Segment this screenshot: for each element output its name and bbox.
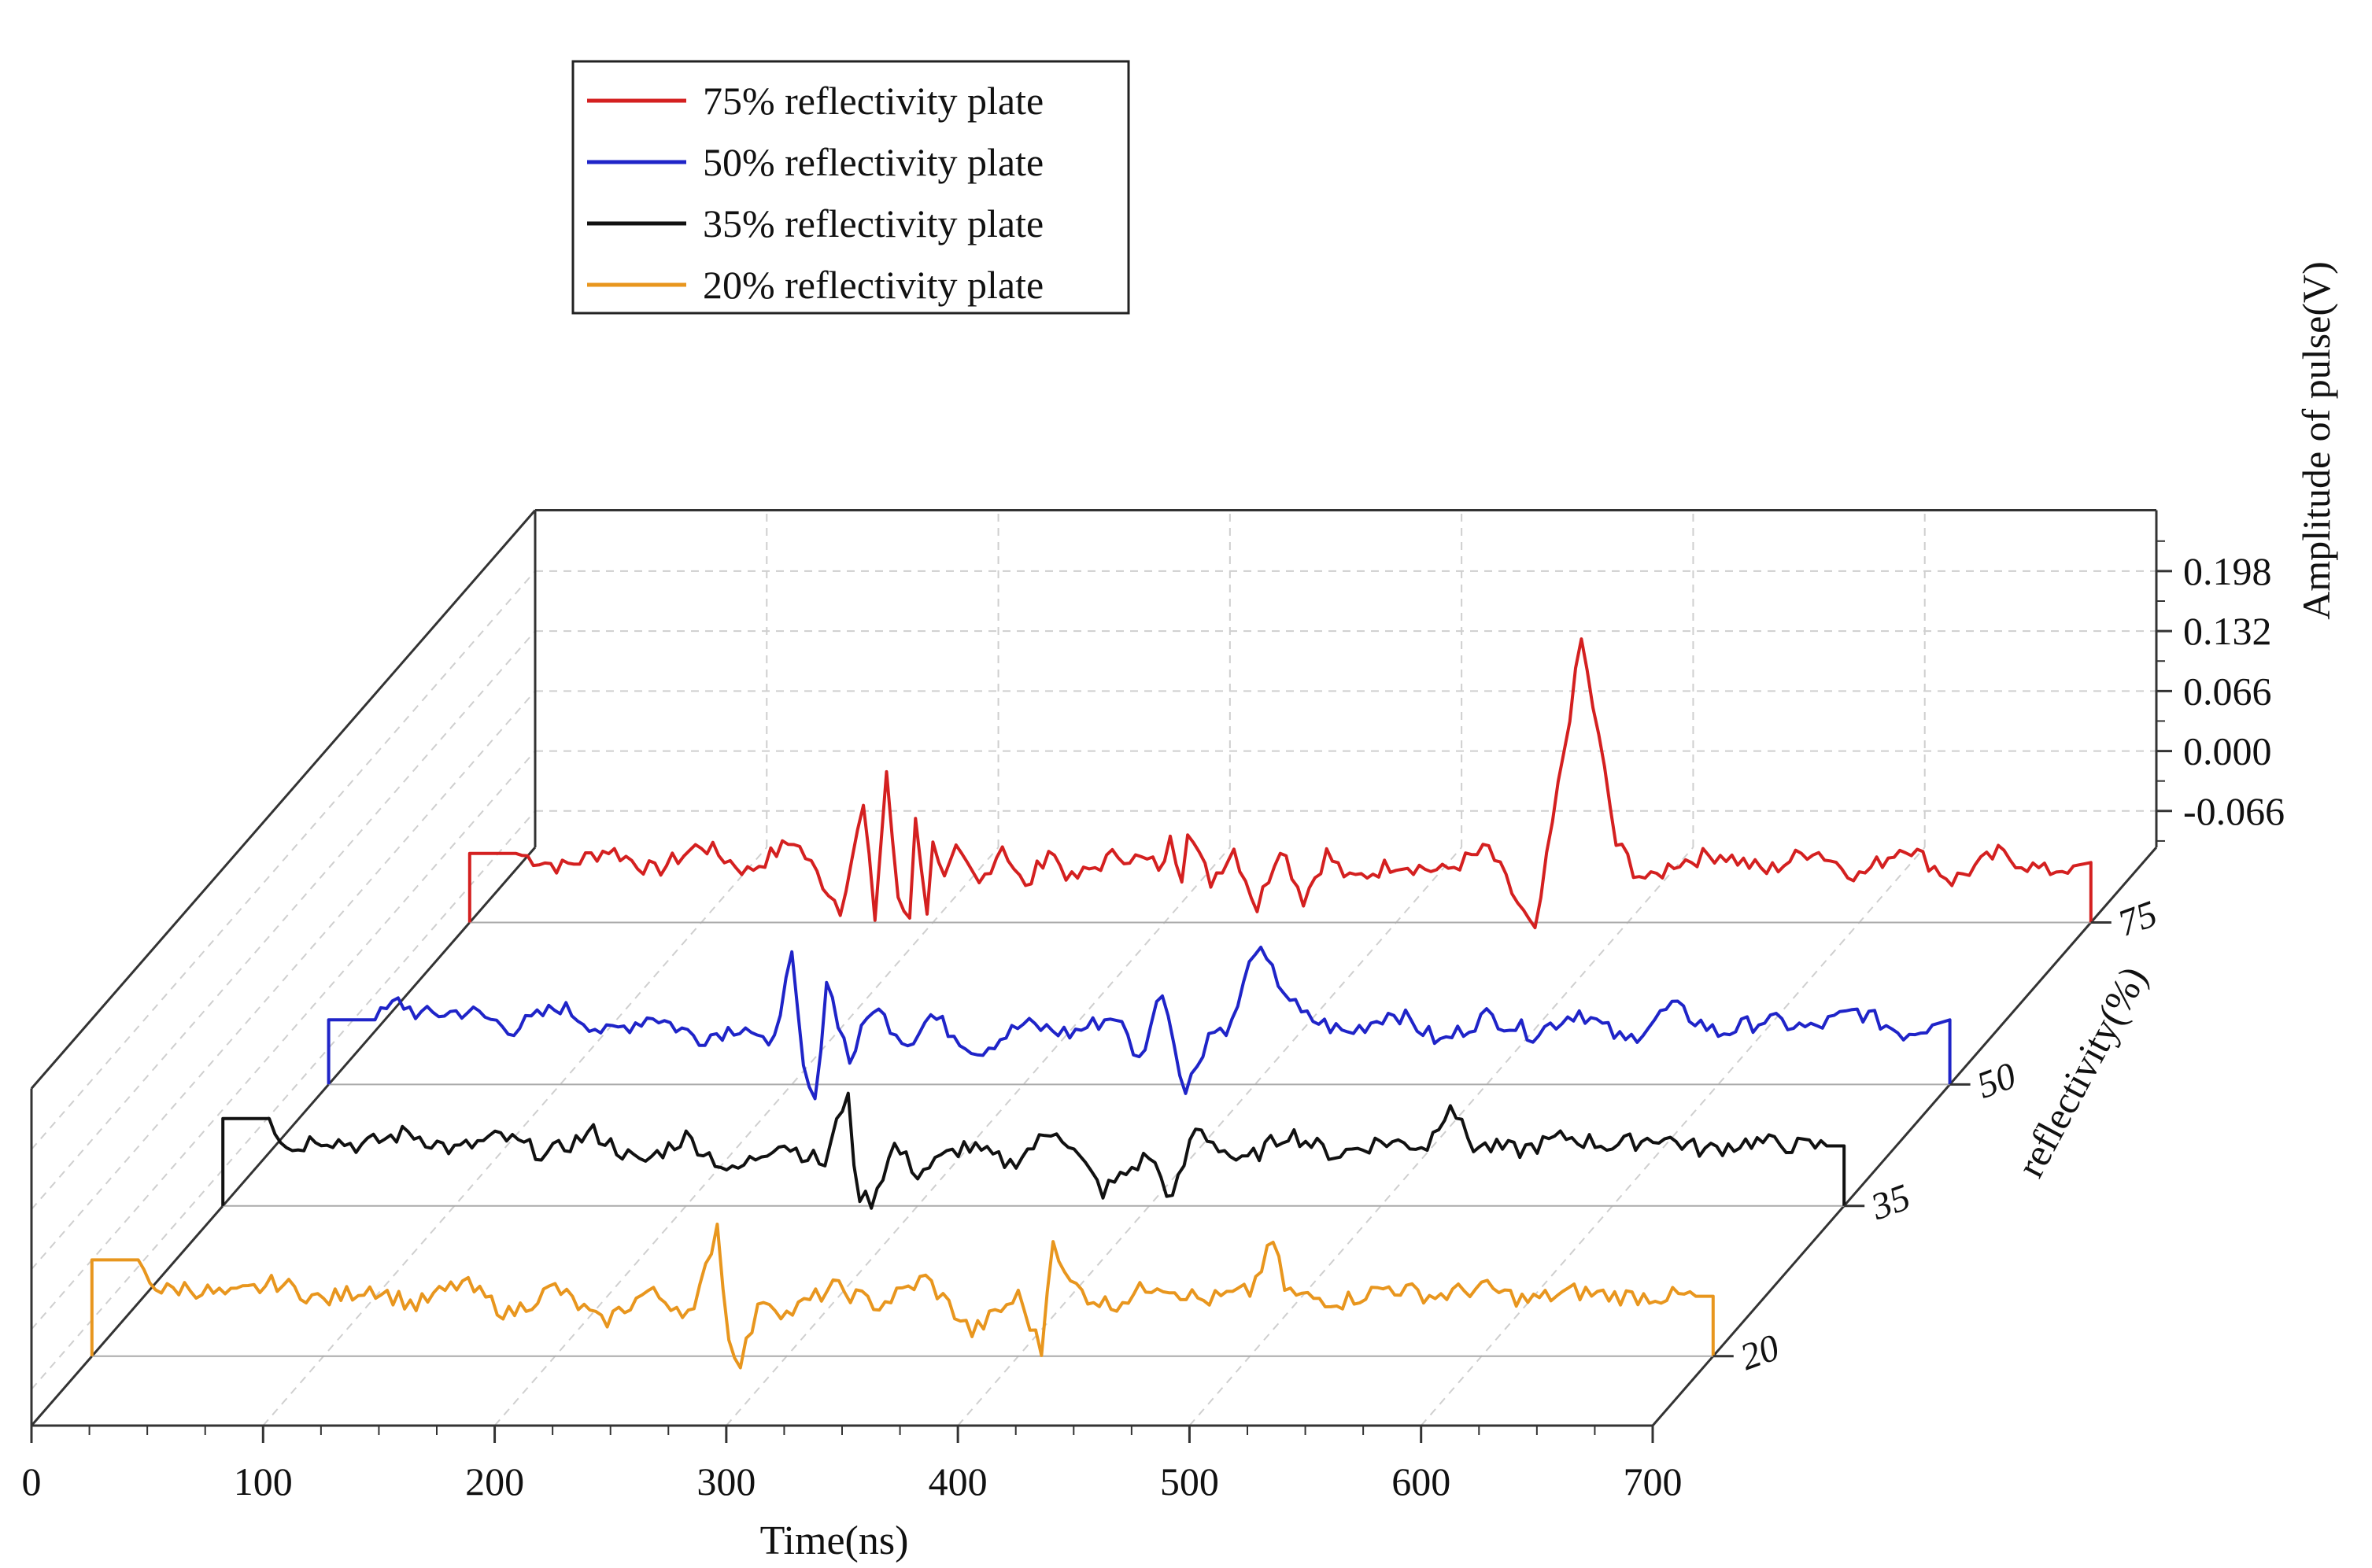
axes-frame — [30, 508, 2158, 1427]
x-tick-label: 0 — [22, 1459, 42, 1503]
floor-grid-line — [1420, 847, 1926, 1426]
series-50 — [327, 946, 1952, 1101]
legend-label-75: 75% reflectivity plate — [703, 79, 1044, 123]
z-tick-label: 0.198 — [2183, 549, 2272, 593]
reflectivity-tick-label: 35 — [1865, 1176, 1916, 1229]
floor-grid-line — [726, 847, 1231, 1426]
legend-box — [571, 60, 1130, 315]
z-tick-label: 0.066 — [2183, 669, 2272, 713]
x-axis-label: Time(ns) — [760, 1518, 909, 1563]
series-line-50 — [327, 946, 1952, 1101]
floor-grid-line — [493, 847, 999, 1426]
x-tick-label: 300 — [696, 1459, 756, 1503]
x-tick-label: 100 — [234, 1459, 293, 1503]
reflectivity-tick-label: 75 — [2112, 893, 2162, 945]
floor-grid-line — [1188, 847, 1694, 1426]
side-wall-grid-line — [31, 570, 536, 1150]
axis-edge — [30, 509, 537, 1090]
series-line-75 — [467, 637, 2093, 930]
z-tick-label: -0.066 — [2183, 789, 2285, 833]
z-tick-label: 0.000 — [2183, 729, 2272, 773]
z-tick-label: 0.132 — [2183, 609, 2272, 653]
legend: 75% reflectivity plate 50% reflectivity p… — [571, 60, 1130, 315]
floor-grid-line — [957, 847, 1462, 1426]
series-line-35 — [221, 1091, 1846, 1210]
series-35 — [221, 1091, 1846, 1210]
legend-label-50: 50% reflectivity plate — [703, 140, 1044, 184]
x-tick-label: 500 — [1160, 1459, 1219, 1503]
legend-label-20: 20% reflectivity plate — [703, 263, 1044, 307]
grid-layer — [31, 510, 2157, 1426]
side-wall-grid-line — [31, 810, 536, 1390]
x-tick-label: 600 — [1391, 1459, 1450, 1503]
legend-label-35: 35% reflectivity plate — [703, 201, 1044, 245]
side-wall-grid-line — [31, 630, 536, 1210]
series-layer — [90, 637, 2093, 1370]
z-axis-label: Amplitude of pulse(V) — [2294, 261, 2338, 619]
series-75 — [467, 637, 2093, 930]
reflectivity-tick-label: 50 — [1971, 1054, 2021, 1106]
x-tick-label: 200 — [465, 1459, 524, 1503]
series-20 — [90, 1223, 1715, 1370]
axis-edge — [30, 847, 537, 1426]
reflectivity-tick-label: 20 — [1735, 1326, 1784, 1378]
x-tick-label: 700 — [1624, 1459, 1683, 1503]
axis-edge — [1651, 847, 2158, 1426]
x-tick-label: 400 — [929, 1459, 988, 1503]
side-wall-grid-line — [31, 690, 536, 1270]
series-line-20 — [90, 1223, 1715, 1370]
side-wall-grid-line — [31, 750, 536, 1330]
